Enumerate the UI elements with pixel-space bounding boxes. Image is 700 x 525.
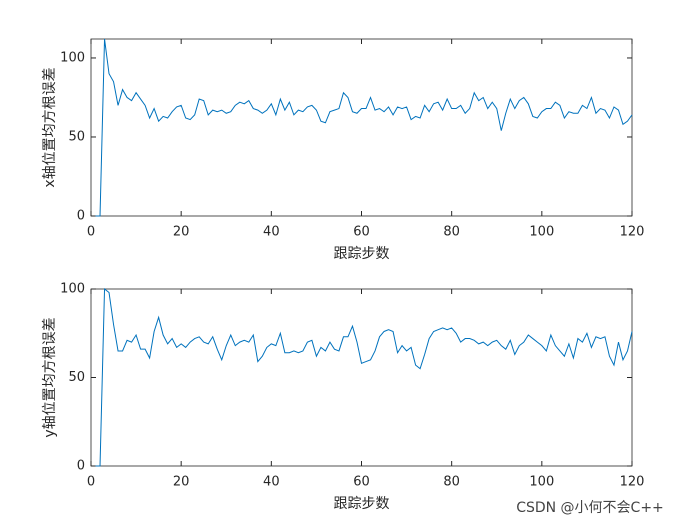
x-tick-label: 20 (173, 225, 190, 240)
y-tick-label: 50 (68, 129, 85, 144)
x-axis-label: 跟踪步数 (334, 246, 390, 262)
x-tick-label: 80 (443, 475, 460, 490)
y-tick-label: 100 (60, 50, 85, 65)
y-tick-label: 0 (77, 459, 85, 474)
x-tick-label: 40 (263, 475, 280, 490)
y-axis-label: y轴位置均方根误差 (42, 317, 58, 437)
y-axis-label: x轴位置均方根误差 (42, 67, 58, 187)
data-line (95, 287, 633, 467)
y-tick-label: 50 (68, 370, 85, 385)
x-tick-label: 120 (620, 475, 645, 490)
x-tick-label: 80 (443, 225, 460, 240)
y-tick-label: 0 (77, 209, 85, 224)
x-tick-label: 0 (87, 475, 95, 490)
watermark: CSDN @小何不会C++ (516, 500, 664, 516)
x-axis-label: 跟踪步数 (334, 496, 390, 512)
x-tick-label: 120 (620, 225, 645, 240)
x-tick-label: 20 (173, 475, 190, 490)
x-tick-label: 60 (353, 475, 370, 490)
x-tick-label: 40 (263, 225, 280, 240)
x-tick-label: 100 (529, 225, 554, 240)
x-tick-label: 0 (87, 225, 95, 240)
x-tick-label: 100 (529, 475, 554, 490)
y-tick-label: 100 (60, 282, 85, 297)
data-line (95, 38, 633, 217)
x-tick-label: 60 (353, 225, 370, 240)
